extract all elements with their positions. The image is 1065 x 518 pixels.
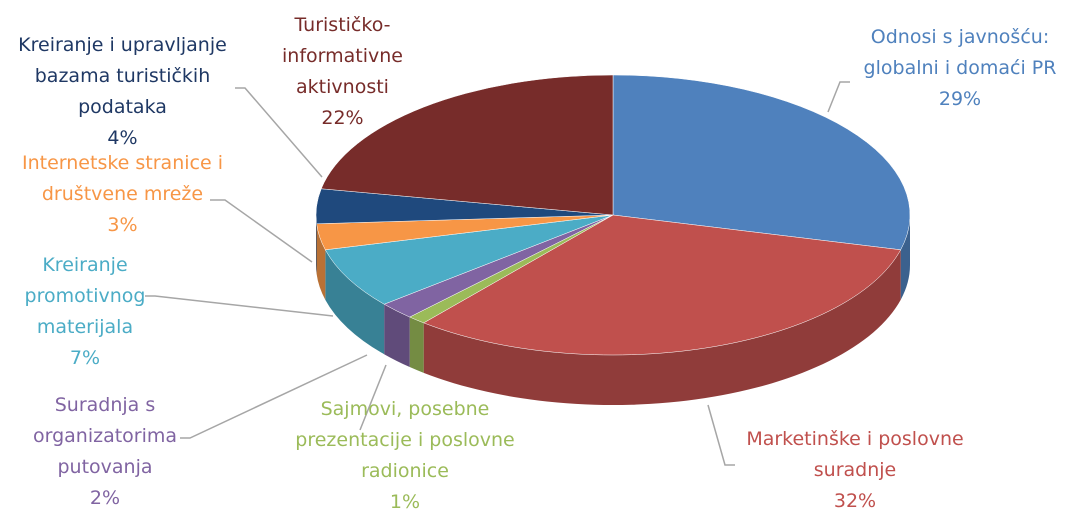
- leader-line: [359, 364, 387, 431]
- slice-label: Kreiranje i upravljanje bazama turističk…: [18, 34, 227, 149]
- leaders: [145, 81, 850, 466]
- slice-side: [316, 223, 326, 300]
- slice-label: Marketinške i poslovne suradnje 32%: [746, 428, 964, 512]
- slice-label: Odnosi s javnošću: globalni i domaći PR 2…: [863, 26, 1057, 110]
- slice-side: [423, 249, 901, 405]
- leader-line: [235, 87, 323, 178]
- leader-line: [210, 199, 313, 263]
- slice-side: [316, 215, 317, 274]
- leader-line: [145, 295, 334, 317]
- slice-side: [409, 317, 424, 373]
- slice-label: Turističko-informativne aktivnosti 22%: [282, 14, 403, 129]
- slice-label: Kreiranje promotivnog materijala 7%: [24, 254, 146, 369]
- slice: [612, 74, 911, 251]
- slice-side: [325, 249, 385, 355]
- leader-line: [707, 404, 735, 466]
- leader-line: [827, 81, 850, 113]
- slice-label: Internetske stranice i društvene mreže 3%: [22, 152, 223, 236]
- slice: [324, 214, 614, 305]
- slice-side: [384, 304, 410, 368]
- slice-side: [900, 215, 910, 300]
- slice-label: Sajmovi, posebne prezentacije i poslovne…: [295, 398, 515, 513]
- slice-label: Suradnja s organizatorima putovanja 2%: [32, 394, 178, 509]
- slice: [320, 74, 614, 216]
- slice: [423, 214, 902, 356]
- leader-line: [180, 354, 368, 439]
